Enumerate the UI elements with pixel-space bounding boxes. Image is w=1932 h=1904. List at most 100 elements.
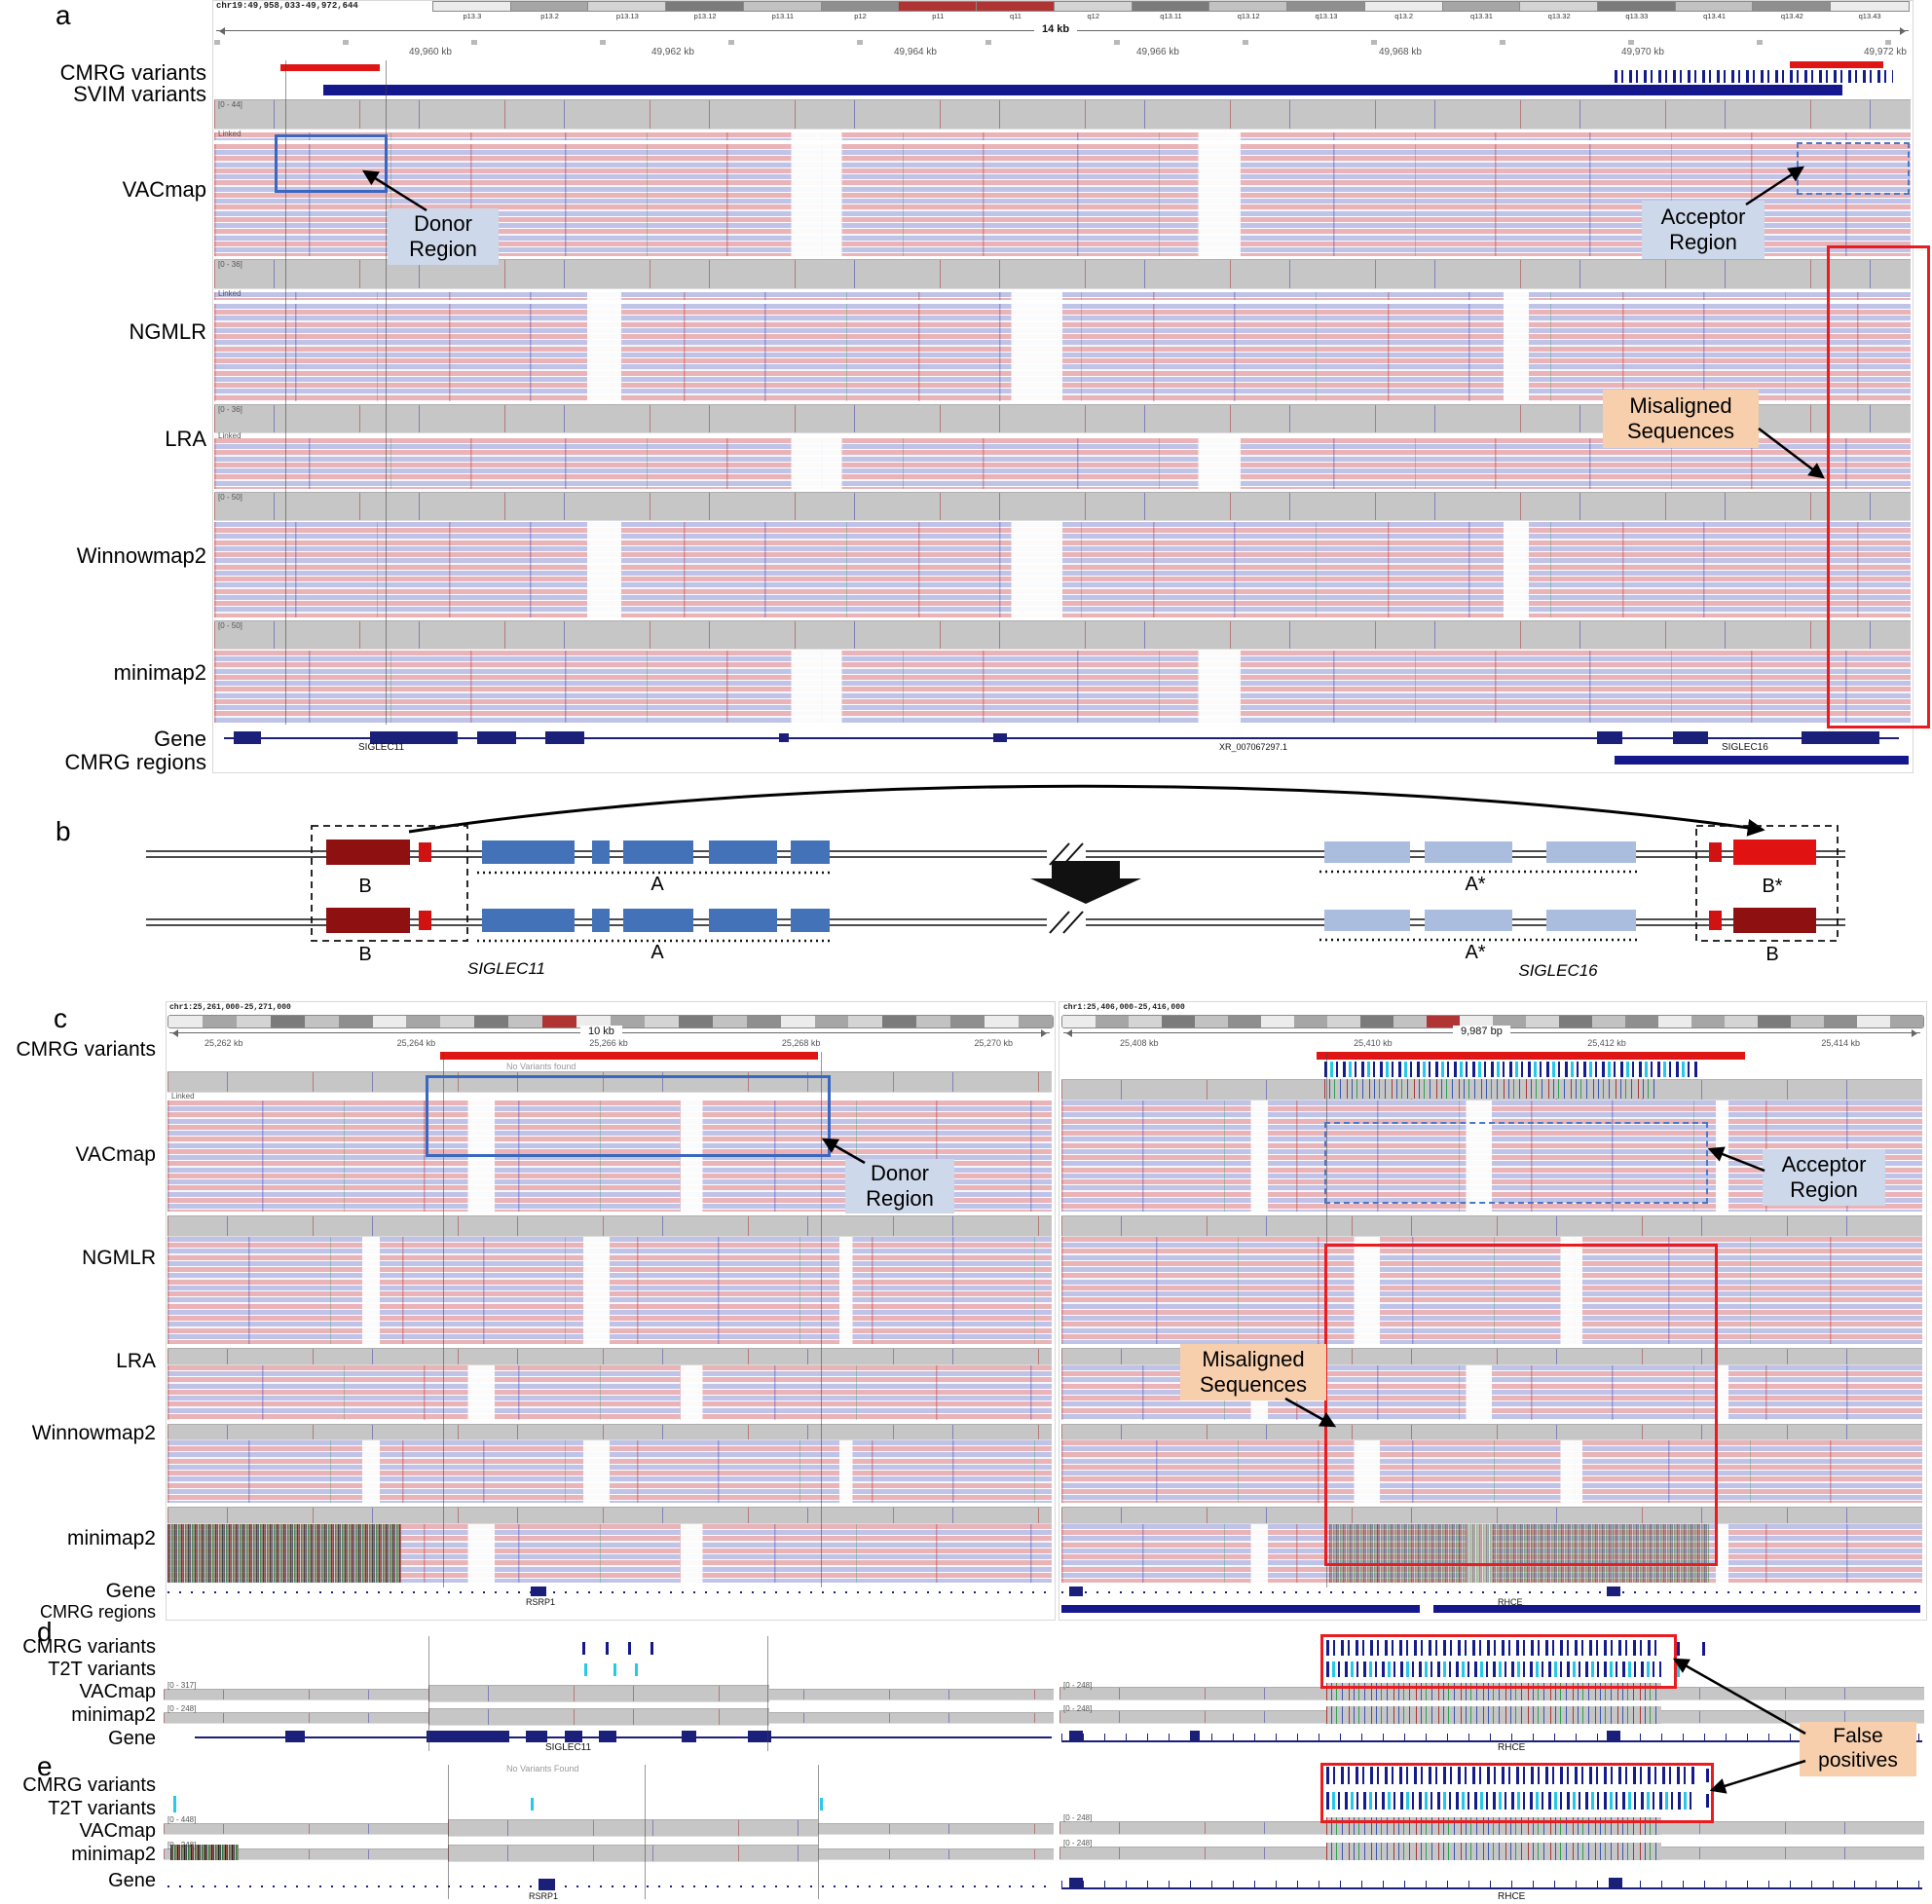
variant-tick xyxy=(173,1796,176,1812)
coverage-track-ngmlr xyxy=(167,1215,1052,1237)
label-a-star-row2: A* xyxy=(1465,942,1485,963)
ideogram-band xyxy=(372,1016,407,1027)
coverage-range-label: [0 - 248] xyxy=(1063,1704,1093,1713)
track-label-vacmap: VACmap xyxy=(122,177,206,202)
gene-line xyxy=(224,737,1899,739)
gene-label-siglec11: SIGLEC11 xyxy=(358,742,405,753)
locus-text: chr19:49,958,033-49,972,644 xyxy=(216,1,358,11)
ideogram-band xyxy=(270,1016,305,1027)
coverage-speckles xyxy=(1326,1843,1661,1860)
ideogram-band xyxy=(202,1016,237,1027)
ruler-tick-label: 49,972 kb xyxy=(1864,47,1907,57)
coverage-track-vacmap-step xyxy=(448,1819,818,1837)
ideogram-band: p11 xyxy=(898,1,979,21)
dense-mismatch-region xyxy=(167,1524,401,1583)
region-boundary-line xyxy=(285,60,286,725)
ruler-tick-label: 25,410 kb xyxy=(1354,1038,1393,1048)
track-label-lra: LRA xyxy=(165,427,206,451)
ruler-tick-label: 49,964 kb xyxy=(894,47,937,57)
gene-line xyxy=(167,1591,1052,1593)
track-label-minimap2: minimap2 xyxy=(71,1704,156,1726)
track-label-vacmap: VACmap xyxy=(75,1143,156,1166)
gene-exon xyxy=(1607,1587,1620,1596)
gene-label-rsrp1: RSRP1 xyxy=(526,1597,556,1607)
ideogram-band xyxy=(1393,1016,1427,1027)
panel-b-letter: b xyxy=(56,816,71,846)
gene-label-siglec11: SIGLEC11 xyxy=(467,959,545,978)
locus-text: chr1:25,406,000-25,416,000 xyxy=(1063,1003,1185,1012)
ideogram-band xyxy=(1195,1016,1228,1027)
label-a-star-row1: A* xyxy=(1465,874,1485,895)
read-pileup-minimap2 xyxy=(214,651,1911,723)
ruler-tick-label: 49,966 kb xyxy=(1136,47,1179,57)
chromosome-ideogram xyxy=(1061,1015,1924,1028)
ideogram-band: p13.11 xyxy=(742,1,823,21)
variant-tick xyxy=(628,1642,631,1655)
igv-panel-c-right-frame xyxy=(1059,1001,1927,1621)
gene-label-rhce: RHCE xyxy=(1498,1597,1523,1607)
cmrg-variant-ticks xyxy=(1326,1767,1694,1784)
label-b-row1: B xyxy=(358,876,371,897)
track-label-gene: Gene xyxy=(105,1580,156,1602)
coverage-range-label: [0 - 50] xyxy=(218,621,242,630)
gene-exon xyxy=(1190,1731,1200,1742)
ideogram-band: q13.41 xyxy=(1674,1,1755,21)
coverage-range-label: [0 - 248] xyxy=(1063,1839,1093,1848)
coverage-track-winnowmap2 xyxy=(167,1424,1052,1440)
ideogram-band xyxy=(814,1016,849,1027)
gene-label-siglec16: SIGLEC16 xyxy=(1518,961,1598,980)
region-boundary-line xyxy=(645,1765,646,1899)
coverage-range-label: [0 - 50] xyxy=(218,493,242,502)
coverage-track-winnowmap2 xyxy=(214,492,1911,521)
ruler-tick-label: 25,264 kb xyxy=(396,1038,436,1048)
read-pileup-ngmlr xyxy=(167,1237,1052,1344)
ideogram-band xyxy=(1890,1016,1923,1027)
small-red-exon xyxy=(419,842,431,862)
ideogram-band xyxy=(576,1016,611,1027)
ruler-tick-label: 25,414 kb xyxy=(1821,1038,1860,1048)
ruler-span-label: 14 kb xyxy=(1034,23,1078,35)
ideogram-band: q13.12 xyxy=(1208,1,1289,21)
ideogram-band xyxy=(338,1016,373,1027)
ideogram-band xyxy=(712,1016,747,1027)
ideogram-band: q11 xyxy=(976,1,1056,21)
coverage-track-minimap2-step xyxy=(428,1708,769,1726)
gene-exon-ticks xyxy=(1061,1881,1922,1888)
ideogram-band xyxy=(916,1016,951,1027)
ideogram-band: q13.42 xyxy=(1752,1,1833,21)
ideogram-band xyxy=(1360,1016,1393,1027)
linked-read-row xyxy=(214,132,1911,140)
ideogram-band: q13.11 xyxy=(1131,1,1211,21)
false-positive-box xyxy=(1320,1634,1677,1689)
coverage-track-minimap2 xyxy=(167,1507,1052,1524)
linked-read-row xyxy=(214,292,1911,300)
track-label-vacmap: VACmap xyxy=(79,1681,156,1702)
gene-exon xyxy=(1597,731,1622,744)
coverage-track-lra xyxy=(167,1348,1052,1365)
coverage-range-label: [0 - 248] xyxy=(1063,1681,1093,1690)
ideogram-band xyxy=(508,1016,543,1027)
ideogram-band xyxy=(1791,1016,1824,1027)
coverage-track-minimap2 xyxy=(214,620,1911,650)
cmrg-variant-red-bar xyxy=(1790,61,1883,68)
gene-exon xyxy=(1607,1731,1620,1742)
donor-region-label: Donor Region xyxy=(388,208,499,265)
variant-tick xyxy=(1677,1642,1680,1656)
acceptor-region-box xyxy=(1797,142,1910,195)
variant-tick xyxy=(650,1642,653,1655)
track-label-cmrg-variants: CMRG variants xyxy=(22,1774,156,1796)
track-label-cmrg-regions: CMRG regions xyxy=(64,750,206,774)
gene-exon xyxy=(565,1731,582,1742)
gene-exon xyxy=(748,1731,771,1742)
ideogram-band xyxy=(304,1016,339,1027)
panel-e-letter: e xyxy=(37,1751,53,1781)
ideogram-band: q13.32 xyxy=(1519,1,1600,21)
false-positives-arrow-bottom xyxy=(1709,1759,1806,1794)
segment-b-star-box xyxy=(1733,840,1816,865)
misaligned-sequences-box xyxy=(1324,1244,1718,1566)
cmrg-variant-red-bar xyxy=(1317,1052,1745,1060)
ideogram-band xyxy=(1658,1016,1691,1027)
ruler-tick-label: 25,408 kb xyxy=(1120,1038,1159,1048)
dashed-region-right xyxy=(1695,825,1839,942)
variant-tick xyxy=(1706,1769,1709,1782)
